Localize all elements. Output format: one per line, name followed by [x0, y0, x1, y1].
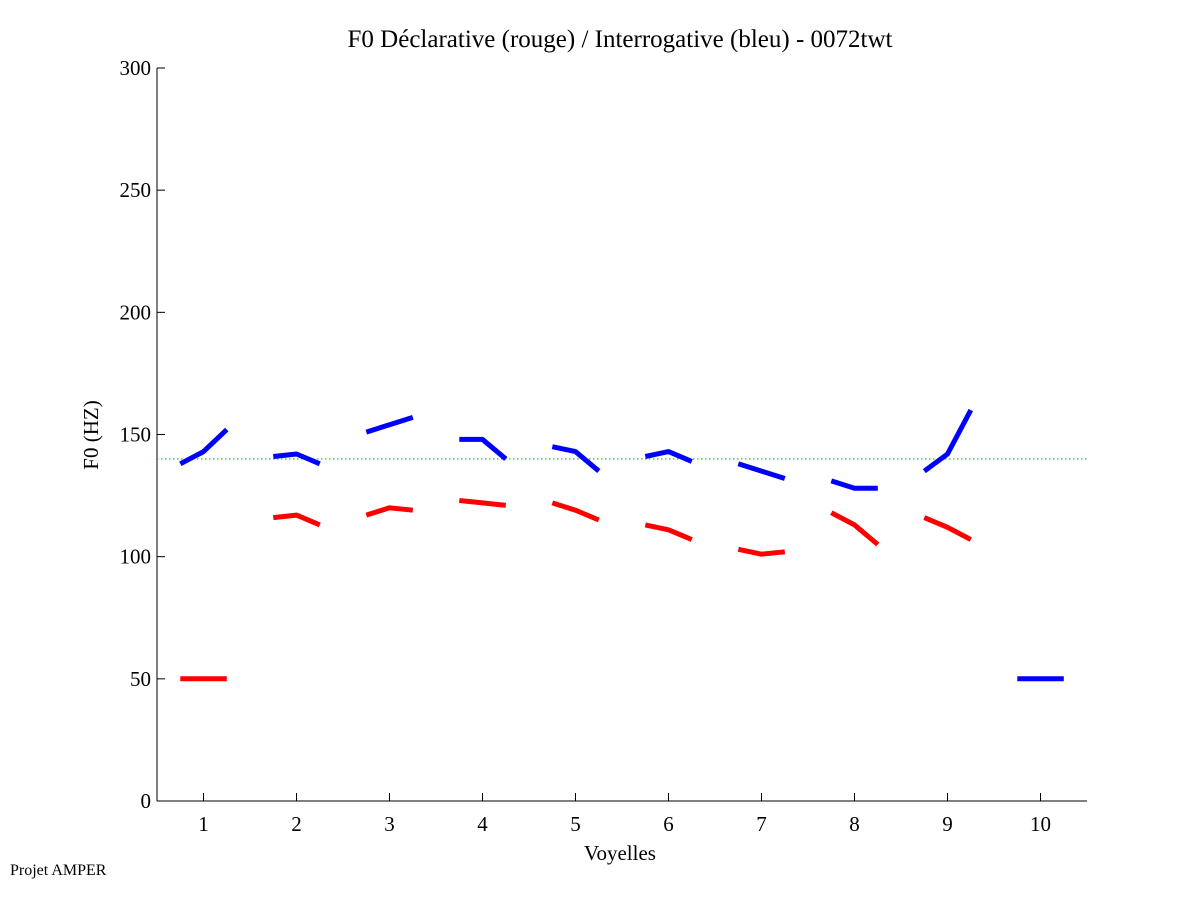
series-0 [180, 498, 972, 682]
series-segment [179, 427, 229, 467]
series-segment [551, 444, 601, 474]
footer-credit: Projet AMPER [10, 862, 107, 879]
y-tick-label: 150 [120, 423, 152, 447]
series-segment [737, 546, 786, 557]
x-tick-label: 2 [291, 812, 302, 836]
x-tick-label: 3 [384, 812, 395, 836]
y-tick-label: 250 [120, 178, 152, 202]
x-tick-label: 5 [570, 812, 581, 836]
series-segment [923, 515, 972, 542]
chart-title: F0 Déclarative (rouge) / Interrogative (… [348, 26, 893, 53]
series-segment [644, 449, 693, 464]
x-tick-label: 4 [477, 812, 488, 836]
series-segment [830, 478, 878, 491]
y-tick-label: 100 [120, 545, 152, 569]
y-tick-label: 300 [120, 56, 152, 80]
series-segment [737, 461, 786, 481]
series-segment [459, 498, 507, 508]
y-tick-label: 50 [130, 667, 151, 691]
series-segment [365, 505, 414, 518]
series-segment [365, 415, 414, 435]
series-segment [922, 408, 974, 474]
x-tick-label: 6 [663, 812, 674, 836]
y-axis-label: F0 (HZ) [79, 400, 103, 469]
series-segment [830, 510, 880, 547]
x-tick-label: 1 [198, 812, 209, 836]
x-tick-label: 9 [942, 812, 953, 836]
x-tick-label: 8 [849, 812, 860, 836]
y-tick-label: 200 [120, 300, 152, 324]
y-tick-label: 0 [141, 789, 152, 813]
plot-series [179, 408, 1064, 682]
series-segment [551, 500, 600, 523]
series-segment [459, 436, 508, 461]
x-tick-label: 10 [1030, 812, 1051, 836]
x-axis-label: Voyelles [584, 841, 656, 865]
chart-axes: 0 50 100 150 200 250 300 1 2 3 4 5 6 7 8 9 10 [120, 56, 1087, 836]
series-segment [644, 522, 693, 542]
x-tick-label: 7 [756, 812, 767, 836]
series-1 [179, 408, 1064, 682]
series-segment [273, 512, 321, 528]
series-segment [273, 451, 321, 467]
